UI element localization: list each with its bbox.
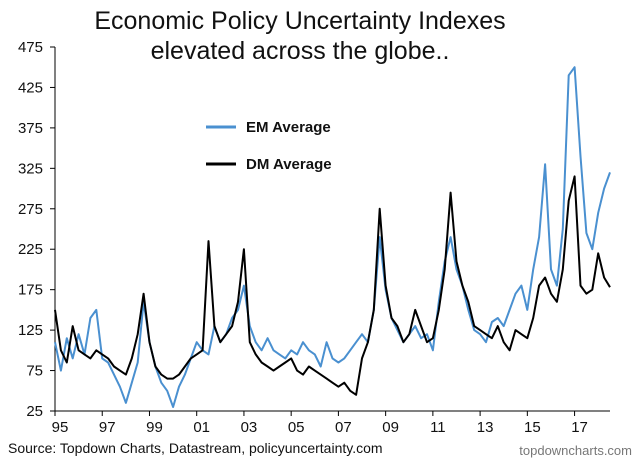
chart-title-line-1: Economic Policy Uncertainty Indexes [94, 7, 506, 35]
y-tick-label: 275 [18, 201, 43, 218]
x-tick-label: 11 [430, 419, 446, 436]
y-tick-label: 375 [18, 120, 43, 137]
y-tick-label: 225 [18, 241, 43, 258]
x-tick-label: 15 [524, 419, 541, 436]
x-axis-ticks: 95 97 99 01 03 05 07 09 11 13 15 17 [52, 411, 588, 436]
chart-title: Economic Policy Uncertainty Indexes elev… [0, 6, 600, 66]
x-tick-label: 07 [335, 419, 352, 436]
series-lines [54, 66, 611, 408]
legend-label-dm-average: DM Average [246, 156, 332, 173]
y-tick-label: 175 [18, 282, 43, 299]
x-tick-label: 17 [571, 419, 588, 436]
y-tick-label: 75 [26, 363, 43, 380]
chart-title-line-2: elevated across the globe.. [150, 37, 450, 65]
series-line-em-average [54, 66, 611, 408]
x-tick-label: 09 [382, 419, 399, 436]
x-tick-label: 03 [241, 419, 258, 436]
x-tick-label: 97 [99, 419, 116, 436]
x-tick-label: 13 [477, 419, 494, 436]
x-tick-label: 05 [288, 419, 305, 436]
x-tick-label: 95 [52, 419, 69, 436]
x-tick-label: 99 [146, 419, 163, 436]
legend-label-em-average: EM Average [246, 119, 331, 136]
series-line-dm-average [54, 175, 611, 396]
y-tick-label: 125 [18, 322, 43, 339]
legend: EM Average DM Average [206, 119, 332, 173]
brand-watermark: topdowncharts.com [519, 443, 632, 458]
y-tick-label: 425 [18, 79, 43, 96]
axes [54, 47, 610, 412]
source-note: Source: Topdown Charts, Datastream, poli… [8, 440, 383, 456]
y-tick-label: 25 [26, 403, 43, 420]
y-axis-ticks: 25 75 125 175 225 275 325 375 425 475 [18, 39, 55, 420]
y-tick-label: 325 [18, 160, 43, 177]
x-tick-label: 01 [193, 419, 210, 436]
y-tick-label: 475 [18, 39, 43, 56]
